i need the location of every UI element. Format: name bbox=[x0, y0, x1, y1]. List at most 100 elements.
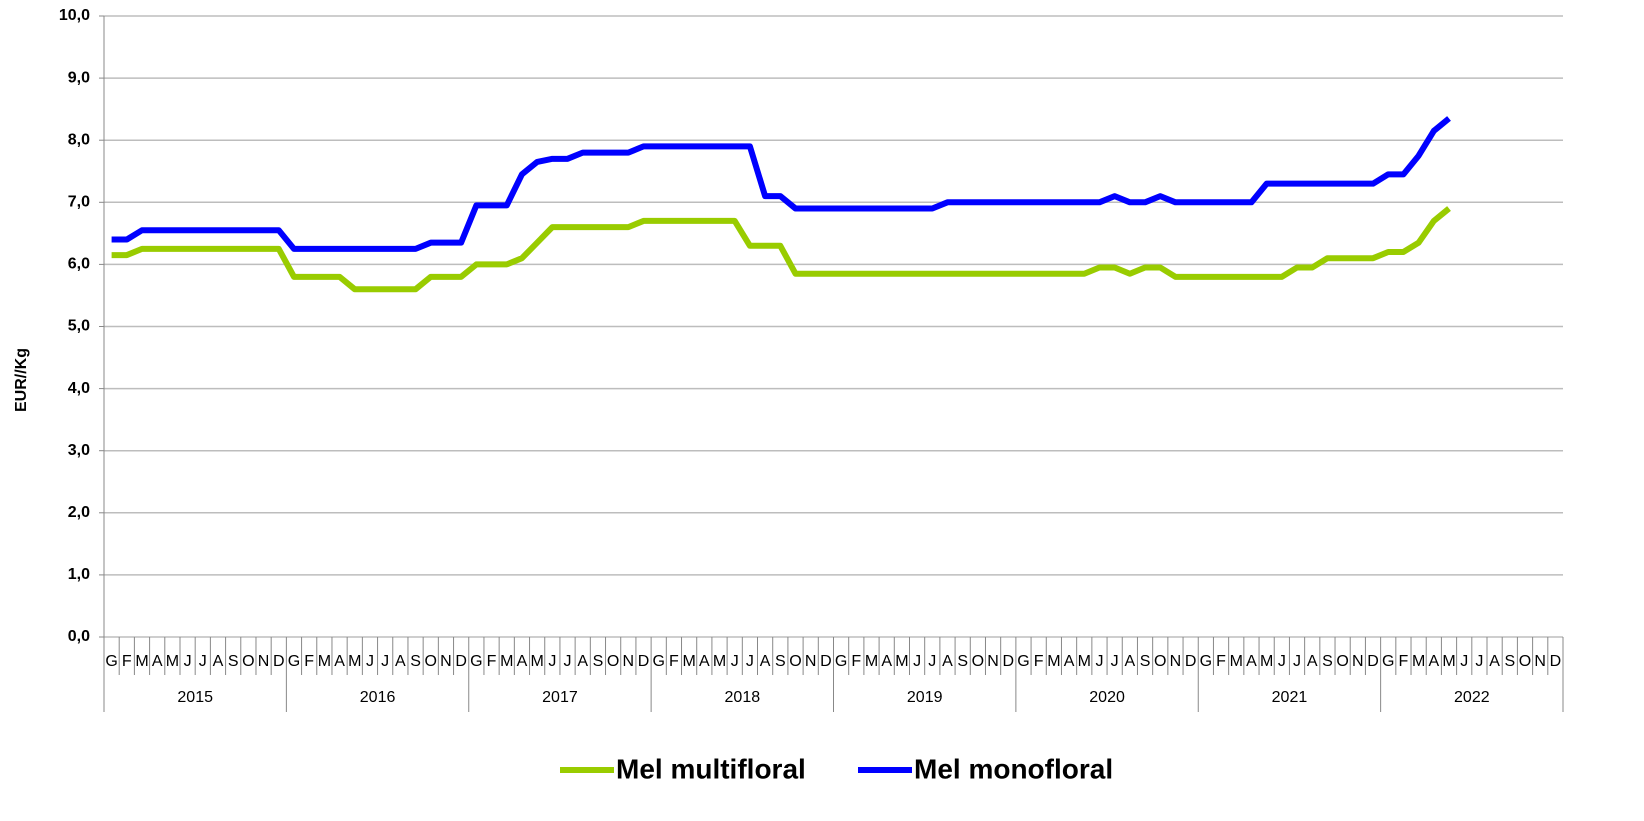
x-tick-label: A bbox=[517, 653, 528, 670]
x-tick-label: J bbox=[1111, 653, 1119, 670]
x-tick-label: N bbox=[1170, 653, 1182, 670]
x-tick-label: M bbox=[500, 653, 513, 670]
x-tick-label: N bbox=[623, 653, 635, 670]
x-group-label: 2015 bbox=[177, 689, 213, 706]
x-tick-label: M bbox=[530, 653, 543, 670]
x-tick-label: M bbox=[1230, 653, 1243, 670]
x-tick-label: O bbox=[1336, 653, 1348, 670]
x-tick-label: G bbox=[470, 653, 482, 670]
x-tick-label: O bbox=[425, 653, 437, 670]
x-tick-label: J bbox=[746, 653, 754, 670]
x-tick-label: N bbox=[440, 653, 452, 670]
x-tick-label: M bbox=[1047, 653, 1060, 670]
legend-label: Mel monofloral bbox=[914, 753, 1113, 784]
x-tick-label: G bbox=[288, 653, 300, 670]
x-tick-label: F bbox=[1399, 653, 1409, 670]
x-tick-label: G bbox=[1382, 653, 1394, 670]
x-tick-label: M bbox=[713, 653, 726, 670]
x-tick-label: A bbox=[942, 653, 953, 670]
x-tick-label: J bbox=[928, 653, 936, 670]
y-tick-label: 8,0 bbox=[68, 131, 90, 148]
x-group-label: 2016 bbox=[360, 689, 396, 706]
x-tick-label: G bbox=[1200, 653, 1212, 670]
y-tick-label: 7,0 bbox=[68, 194, 90, 211]
x-tick-label: D bbox=[820, 653, 832, 670]
x-tick-label: J bbox=[381, 653, 389, 670]
x-tick-label: F bbox=[669, 653, 679, 670]
y-tick-label: 3,0 bbox=[68, 442, 90, 459]
x-tick-label: S bbox=[1322, 653, 1333, 670]
x-tick-label: D bbox=[1550, 653, 1562, 670]
x-tick-label: A bbox=[334, 653, 345, 670]
x-tick-label: J bbox=[564, 653, 572, 670]
x-group-label: 2022 bbox=[1454, 689, 1490, 706]
x-tick-label: M bbox=[865, 653, 878, 670]
x-tick-label: D bbox=[1002, 653, 1014, 670]
x-tick-label: F bbox=[304, 653, 314, 670]
x-group-label: 2017 bbox=[542, 689, 578, 706]
x-tick-label: O bbox=[1154, 653, 1166, 670]
x-tick-label: S bbox=[1504, 653, 1515, 670]
x-tick-label: A bbox=[699, 653, 710, 670]
x-tick-label: G bbox=[1017, 653, 1029, 670]
x-tick-label: D bbox=[638, 653, 650, 670]
y-tick-label: 5,0 bbox=[68, 318, 90, 335]
x-tick-label: O bbox=[607, 653, 619, 670]
x-tick-label: S bbox=[593, 653, 604, 670]
x-tick-label: M bbox=[1260, 653, 1273, 670]
x-tick-label: G bbox=[652, 653, 664, 670]
x-tick-label: D bbox=[1185, 653, 1197, 670]
x-tick-label: D bbox=[1367, 653, 1379, 670]
x-tick-label: O bbox=[242, 653, 254, 670]
x-tick-label: G bbox=[835, 653, 847, 670]
x-group-label: 2018 bbox=[725, 689, 761, 706]
x-tick-label: M bbox=[1442, 653, 1455, 670]
x-tick-label: J bbox=[731, 653, 739, 670]
x-tick-label: N bbox=[1534, 653, 1546, 670]
x-tick-label: D bbox=[273, 653, 285, 670]
x-tick-label: S bbox=[775, 653, 786, 670]
x-tick-label: J bbox=[913, 653, 921, 670]
x-tick-label: A bbox=[1246, 653, 1257, 670]
x-tick-label: M bbox=[348, 653, 361, 670]
x-tick-label: A bbox=[395, 653, 406, 670]
x-tick-label: A bbox=[213, 653, 224, 670]
x-tick-label: A bbox=[760, 653, 771, 670]
series-line bbox=[111, 116, 1451, 252]
x-tick-label: M bbox=[1078, 653, 1091, 670]
x-tick-label: O bbox=[1519, 653, 1531, 670]
x-tick-label: J bbox=[199, 653, 207, 670]
x-tick-label: J bbox=[1460, 653, 1468, 670]
x-tick-label: O bbox=[972, 653, 984, 670]
x-tick-label: N bbox=[805, 653, 817, 670]
x-tick-label: J bbox=[1095, 653, 1103, 670]
x-tick-label: M bbox=[166, 653, 179, 670]
y-tick-label: 0,0 bbox=[68, 628, 90, 645]
x-tick-label: G bbox=[105, 653, 117, 670]
legend-label: Mel multifloral bbox=[616, 753, 806, 784]
x-tick-label: N bbox=[1352, 653, 1364, 670]
x-tick-label: M bbox=[135, 653, 148, 670]
y-tick-label: 9,0 bbox=[68, 69, 90, 86]
x-tick-label: F bbox=[487, 653, 497, 670]
x-tick-label: A bbox=[1307, 653, 1318, 670]
x-tick-label: S bbox=[410, 653, 421, 670]
x-group-label: 2019 bbox=[907, 689, 943, 706]
y-tick-label: 2,0 bbox=[68, 504, 90, 521]
x-tick-label: D bbox=[455, 653, 467, 670]
x-tick-label: N bbox=[987, 653, 999, 670]
x-tick-label: M bbox=[895, 653, 908, 670]
x-tick-label: A bbox=[1125, 653, 1136, 670]
y-tick-label: 10,0 bbox=[59, 7, 90, 24]
x-tick-label: J bbox=[548, 653, 556, 670]
series-line bbox=[111, 206, 1451, 293]
y-tick-label: 6,0 bbox=[68, 256, 90, 273]
x-tick-label: M bbox=[318, 653, 331, 670]
x-tick-label: A bbox=[1489, 653, 1500, 670]
x-tick-label: S bbox=[228, 653, 239, 670]
x-tick-label: J bbox=[1278, 653, 1286, 670]
x-tick-label: J bbox=[366, 653, 374, 670]
x-tick-label: M bbox=[682, 653, 695, 670]
x-tick-label: F bbox=[851, 653, 861, 670]
